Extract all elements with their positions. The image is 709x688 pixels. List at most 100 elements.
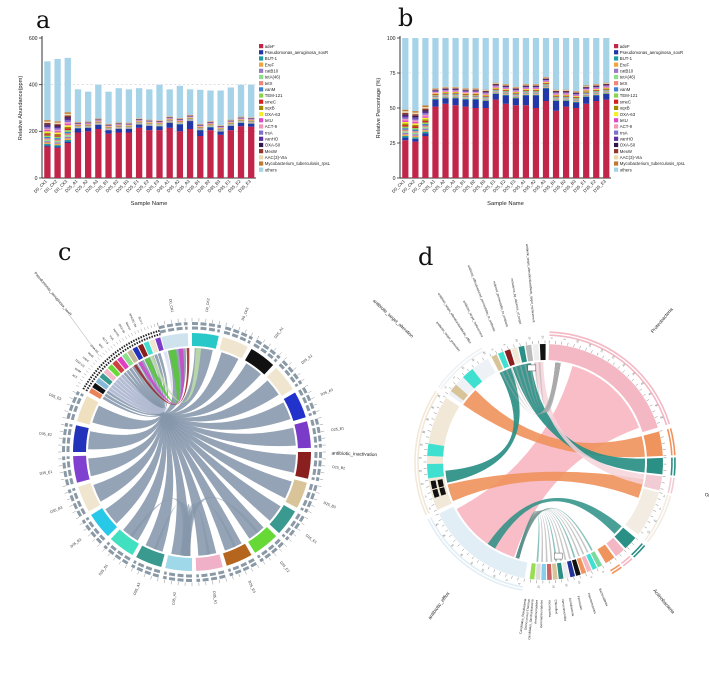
- bar-segment: [146, 130, 153, 178]
- label-text: 25: [459, 552, 464, 557]
- tick-mark: [153, 323, 156, 327]
- bar-segment: [522, 86, 530, 88]
- bar-segment: [44, 122, 51, 125]
- legend-label: BUT-1: [620, 56, 633, 61]
- tick-mark: [79, 379, 83, 382]
- bar-segment: [593, 90, 600, 91]
- tick-mark: [619, 553, 622, 557]
- bar-segment: [593, 95, 600, 101]
- bar-segment: [532, 95, 540, 108]
- bar-segment: [74, 128, 82, 133]
- tick-mark: [457, 544, 460, 547]
- legend-swatch: [259, 136, 264, 141]
- bar-segment: [492, 90, 499, 92]
- bar-segment: [462, 92, 469, 93]
- label-text: 20: [552, 585, 556, 589]
- tick-mark: [435, 513, 439, 516]
- bar-segment: [412, 132, 419, 135]
- bar-segment: [207, 130, 214, 178]
- bar-segment: [492, 88, 499, 89]
- bar-segment: [532, 90, 540, 92]
- tick-mark: [449, 534, 452, 537]
- bar-segment: [573, 92, 580, 94]
- phylum-segment: [541, 563, 547, 580]
- legend-label: TEM-121: [620, 93, 638, 98]
- bar-segment: [442, 90, 449, 92]
- tick-mark: [218, 320, 221, 325]
- bar-segment: [482, 98, 489, 100]
- bar-segment: [402, 120, 409, 122]
- bar-segment: [422, 130, 429, 132]
- bar-segment: [432, 97, 439, 98]
- bar-segment: [462, 88, 469, 89]
- legend-label: oqxB: [620, 106, 630, 111]
- outer-dashed-arc: [256, 538, 281, 559]
- bar-segment: [522, 84, 530, 86]
- bar-segment: [412, 126, 419, 129]
- legend-label: EreF: [620, 62, 630, 67]
- tick-mark: [482, 357, 485, 361]
- tick-mark: [301, 522, 305, 526]
- label-text: Proteobacteria: [650, 307, 675, 335]
- bar-segment: [135, 88, 143, 119]
- tick-mark: [635, 383, 639, 386]
- bar-segment: [432, 95, 439, 97]
- sample-ring-segment: [91, 508, 118, 537]
- bar-segment: [542, 83, 550, 84]
- bar-segment: [166, 89, 173, 117]
- bar-segment: [532, 92, 540, 93]
- circos-c-rings: [58, 318, 326, 586]
- bar-segment: [552, 91, 560, 93]
- bar-segment: [502, 84, 509, 85]
- bar-segment: [562, 100, 570, 101]
- bar-segment: [442, 88, 449, 90]
- tick-mark: [268, 343, 271, 347]
- label-text: Candidatus_Saccharibacteria: [527, 599, 534, 640]
- tick-mark: [656, 422, 660, 424]
- bar-segment: [64, 135, 71, 137]
- label-text: 20: [541, 336, 545, 340]
- outer-dashed-arc: [304, 484, 318, 514]
- bar-segment: [492, 92, 499, 94]
- tick-mark: [476, 560, 479, 563]
- bar-segment: [44, 145, 51, 147]
- legend-swatch: [614, 68, 619, 73]
- bar-segment: [522, 92, 530, 93]
- bar-segment: [562, 95, 570, 97]
- bar-segment: [452, 86, 459, 88]
- label-text: tetU: [98, 343, 105, 350]
- legend-label: TEM-121: [265, 93, 283, 98]
- tick-mark: [257, 564, 260, 569]
- bar-segment: [412, 117, 419, 119]
- label-text: antibiotic_target_alteration: [372, 298, 415, 339]
- tick-mark: [462, 548, 465, 551]
- tick-mark: [59, 430, 64, 432]
- bar-segment: [502, 95, 509, 104]
- bar-segment: [482, 95, 489, 97]
- bar-segment: [452, 88, 459, 90]
- bar-segment: [512, 93, 519, 95]
- tick-mark: [466, 552, 469, 556]
- bar-segment: [542, 78, 550, 80]
- bar-segment: [442, 93, 449, 94]
- ring-segment: [463, 369, 483, 389]
- legend-label: AAC(3)-VIa: [265, 155, 288, 160]
- tick-mark: [72, 391, 76, 393]
- tick-mark: [612, 362, 615, 366]
- bar-segment: [402, 114, 409, 116]
- bar-segment: [532, 94, 540, 96]
- tick-mark: [97, 544, 100, 547]
- outer-band-arc: [670, 477, 675, 494]
- label-text: 0: [35, 176, 38, 182]
- bar-segment: [472, 99, 479, 108]
- bar-segment: [402, 122, 409, 124]
- bar-segment: [593, 84, 600, 85]
- bar-segment: [54, 131, 61, 133]
- bar-segment: [462, 95, 469, 97]
- sample-ring-segment: [295, 452, 311, 479]
- black-mark: [430, 480, 438, 490]
- tick-mark: [427, 492, 431, 494]
- label-text: D25_E3: [247, 580, 256, 594]
- bar-segment: [532, 84, 540, 86]
- tick-mark: [431, 418, 435, 420]
